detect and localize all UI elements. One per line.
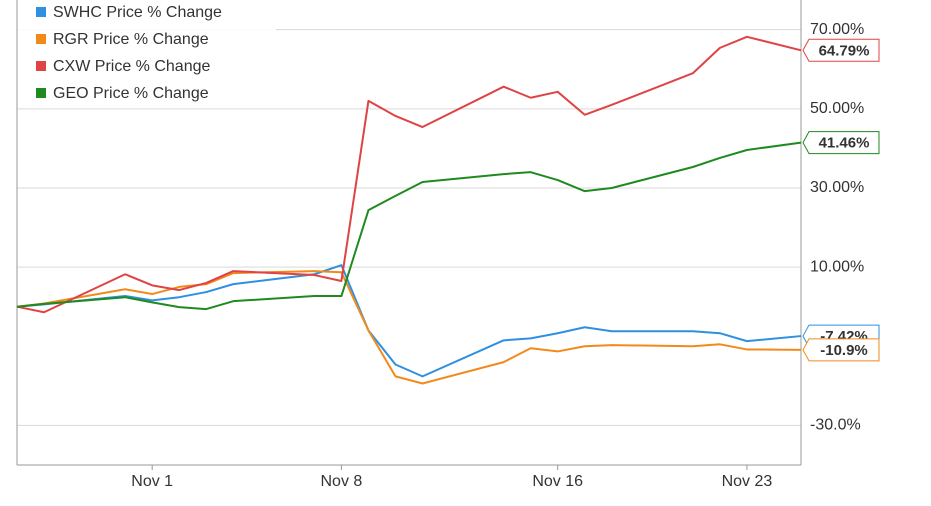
y-tick-label: 30.00%	[810, 179, 864, 196]
legend-swatch	[36, 7, 46, 17]
end-label-box	[802, 338, 880, 362]
x-tick-label: Nov 16	[532, 473, 583, 490]
x-tick-label: Nov 8	[321, 473, 363, 490]
legend-swatch	[36, 88, 46, 98]
end-label: 64.79%	[802, 38, 880, 62]
series-line	[16, 264, 802, 378]
legend-label: SWHC Price % Change	[53, 4, 222, 21]
legend: SWHC Price % Change RGR Price % Change CXW…	[18, 0, 276, 108]
end-label-text: 64.79%	[819, 42, 870, 59]
y-tick-label: 70.00%	[810, 21, 864, 38]
legend-label: RGR Price % Change	[53, 31, 209, 48]
legend-label: GEO Price % Change	[53, 85, 209, 102]
series-line	[16, 270, 802, 385]
series-line	[16, 141, 802, 311]
legend-box	[18, 0, 276, 108]
x-tick-label: Nov 23	[722, 473, 773, 490]
end-label-box	[802, 131, 880, 155]
end-label-text: 41.46%	[819, 135, 870, 152]
legend-swatch	[36, 34, 46, 44]
end-label-text: -10.9%	[820, 342, 868, 359]
end-label: 41.46%	[802, 131, 880, 155]
series-line	[16, 35, 802, 314]
y-tick-label: 50.00%	[810, 100, 864, 117]
legend-swatch	[36, 61, 46, 71]
end-label: -10.9%	[802, 338, 880, 362]
y-tick-label: -30.0%	[810, 417, 861, 434]
legend-label: CXW Price % Change	[53, 58, 210, 75]
end-label-box	[802, 38, 880, 62]
y-tick-label: 10.00%	[810, 258, 864, 275]
x-tick-label: Nov 1	[131, 473, 173, 490]
